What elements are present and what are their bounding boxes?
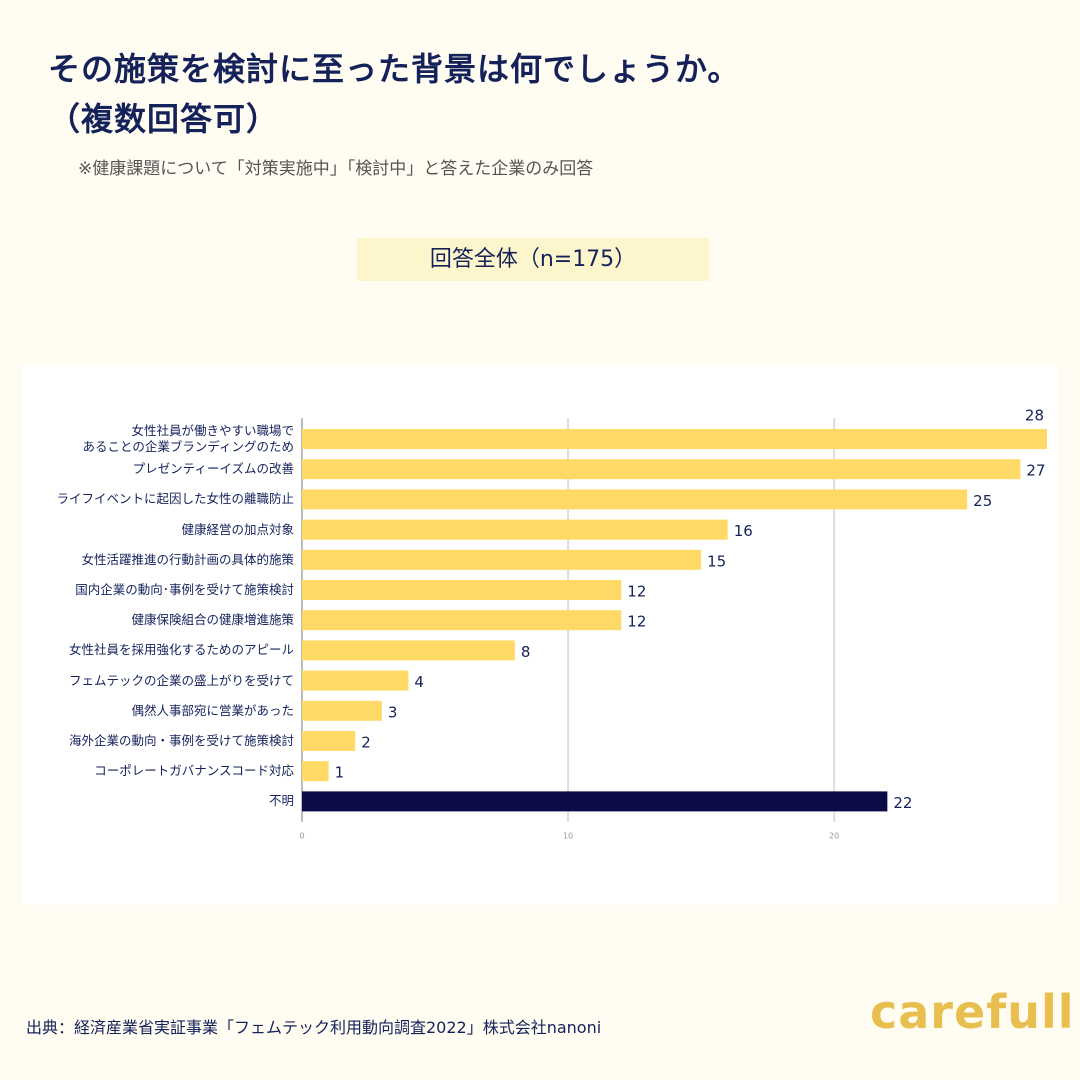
- value-label: 22: [893, 794, 912, 812]
- category-label: 偶然人事部宛に営業があった: [131, 702, 294, 718]
- value-label: 12: [627, 613, 646, 631]
- category-label: ライフイベントに起因した女性の離職防止: [56, 491, 294, 507]
- bar: [302, 640, 515, 661]
- bar: [302, 731, 356, 751]
- value-label: 1: [335, 764, 345, 782]
- value-label: 25: [973, 492, 992, 510]
- x-tick-label: 10: [563, 832, 573, 841]
- x-tick-label: 0: [299, 832, 304, 841]
- category-label: 女性活躍推進の行動計画の具体的施策: [81, 551, 294, 567]
- bar: [302, 489, 968, 510]
- value-label: 16: [734, 522, 753, 540]
- bar: [302, 791, 888, 812]
- value-label: 15: [707, 552, 726, 570]
- bar: [302, 610, 622, 631]
- value-label: 3: [388, 703, 398, 721]
- value-label: 27: [1026, 462, 1045, 480]
- category-label: 健康保険組合の健康増進施策: [131, 612, 294, 628]
- value-label: 4: [414, 673, 424, 691]
- category-label: 女性社員を採用強化するためのアピール: [68, 642, 294, 658]
- category-label: 女性社員が働きやすい職場で あることの企業ブランディングのため: [82, 423, 294, 454]
- category-label: コーポレートガバナンスコード対応: [94, 763, 294, 779]
- bar: [302, 670, 409, 691]
- logo: carefull: [870, 985, 1075, 1039]
- source: 出典：経済産業省実証事業「フェムテック利用動向調査2022」株式会社nanoni: [26, 1018, 602, 1037]
- chart-panel: [22, 365, 1058, 905]
- category-label: 健康経営の加点対象: [181, 521, 294, 537]
- value-label: 28: [1025, 407, 1044, 425]
- bar: [302, 429, 1047, 449]
- x-tick-label: 20: [829, 832, 839, 841]
- bar: [302, 761, 329, 782]
- title: その施策を検討に至った背景は何でしょうか。 （複数回答可）: [48, 50, 741, 138]
- bar: [302, 580, 622, 600]
- category-label: フェムテックの企業の盛上がりを受けて: [68, 672, 294, 688]
- value-label: 12: [627, 583, 646, 601]
- bar: [302, 700, 382, 721]
- value-label: 8: [521, 643, 531, 661]
- subtitle: 回答全体（n=175）: [357, 238, 709, 281]
- category-label: 不明: [268, 793, 294, 809]
- bar: [302, 519, 728, 540]
- bar: [302, 459, 1021, 480]
- value-label: 2: [361, 734, 371, 752]
- category-label: プレゼンティーイズムの改善: [132, 461, 294, 477]
- category-label: 海外企業の動向・事例を受けて施策検討: [68, 733, 294, 748]
- note: ※健康課題について「対策実施中」「検討中」と答えた企業のみ回答: [78, 159, 594, 179]
- bar: [302, 549, 702, 570]
- category-label: 国内企業の動向･事例を受けて施策検討: [75, 582, 294, 597]
